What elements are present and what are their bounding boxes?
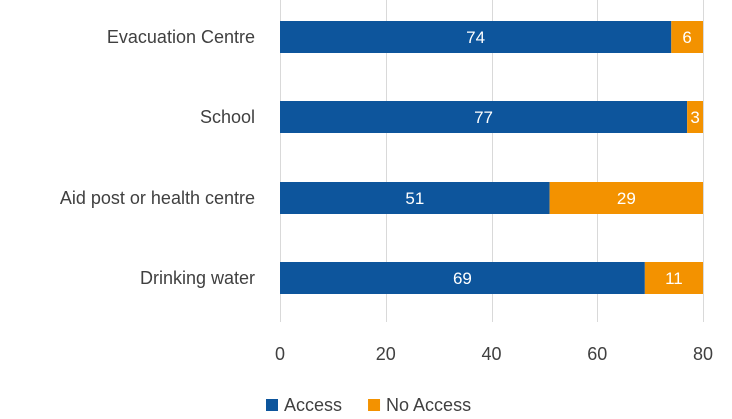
data-label-aid-post-or-health-centre-no-access: 29: [617, 189, 636, 208]
category-label-aid-post-or-health-centre: Aid post or health centre: [60, 188, 255, 208]
x-tick-label-80: 80: [693, 344, 713, 364]
data-label-drinking-water-access: 69: [453, 269, 472, 288]
x-axis-tick-labels: 0 20 40 60 80: [275, 344, 713, 364]
x-tick-label-60: 60: [587, 344, 607, 364]
data-label-drinking-water-no-access: 11: [665, 269, 683, 288]
category-label-evacuation-centre: Evacuation Centre: [107, 27, 255, 47]
x-tick-label-20: 20: [376, 344, 396, 364]
bar-aid-post-or-health-centre-no-access: [549, 182, 703, 214]
legend-label-no-access: No Access: [386, 395, 471, 415]
bar-school-no-access: [687, 101, 703, 133]
bar-drinking-water-access: [280, 262, 645, 294]
bar-evacuation-centre-no-access: [671, 21, 703, 53]
x-tick-label-40: 40: [481, 344, 501, 364]
data-label-school-no-access: 3: [690, 108, 699, 127]
data-label-aid-post-or-health-centre-access: 51: [405, 189, 424, 208]
category-labels: Evacuation Centre School Aid post or healt…: [60, 27, 255, 288]
legend-swatch-no-access: [368, 399, 381, 411]
x-tick-label-0: 0: [275, 344, 285, 364]
bar-aid-post-or-health-centre-access: [280, 182, 550, 214]
bar-school-access: [280, 101, 688, 133]
data-label-evacuation-centre-no-access: 6: [682, 28, 691, 47]
data-label-school-access: 77: [474, 108, 493, 127]
legend-label-access: Access: [284, 395, 342, 415]
legend: Access No Access: [266, 395, 471, 415]
bar-drinking-water-no-access: [644, 262, 703, 294]
category-label-school: School: [200, 107, 255, 127]
category-label-drinking-water: Drinking water: [140, 268, 255, 288]
legend-swatch-access: [266, 399, 278, 411]
bars: 74 6 77 3 51 29 69 11: [280, 21, 703, 294]
data-label-evacuation-centre-access: 74: [466, 28, 485, 47]
bar-evacuation-centre-access: [280, 21, 672, 53]
